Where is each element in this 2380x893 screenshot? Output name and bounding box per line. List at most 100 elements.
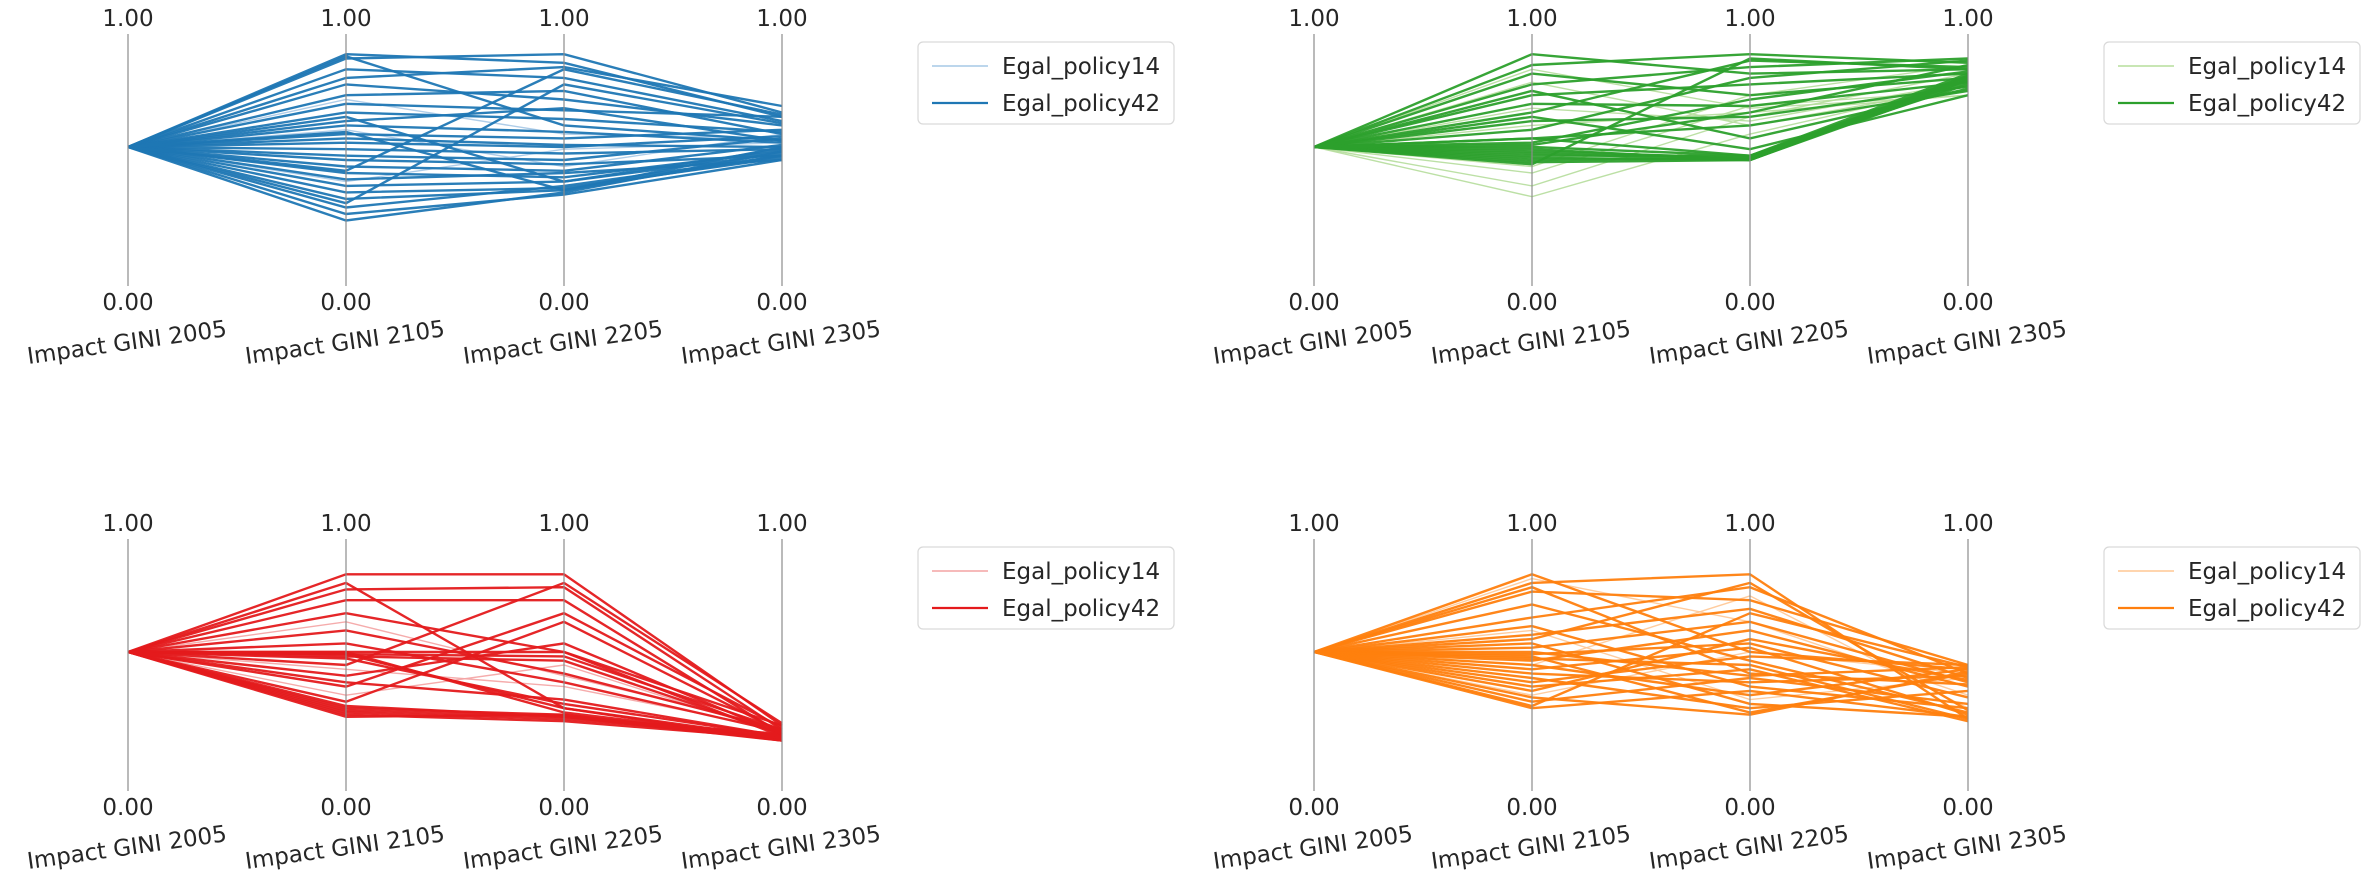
- line-dark-1-21: [1313, 637, 1969, 693]
- axis-max-label-2: 1.00: [1506, 6, 1557, 32]
- line-dark-1-7: [1313, 607, 1969, 680]
- axis-max-label-4: 1.00: [1942, 511, 1993, 537]
- line-dark-1-5: [1313, 585, 1969, 675]
- line-dark-1-4: [127, 65, 783, 149]
- line-dark-1-10: [127, 650, 783, 738]
- line-dark-1-18: [127, 611, 783, 729]
- axis-title-2: Impact GINI 2105: [244, 821, 447, 875]
- line-dark-1-1: [1313, 52, 1969, 149]
- line-dark-1-15: [127, 137, 783, 162]
- axis-title-3: Impact GINI 2205: [1648, 316, 1851, 370]
- axis-min-label-4: 0.00: [756, 795, 807, 821]
- axis-title-4: Impact GINI 2305: [1866, 821, 2069, 875]
- axis-max-label-4: 1.00: [1942, 6, 1993, 32]
- axis-title-1: Impact GINI 2005: [26, 316, 229, 370]
- axis-title-1: Impact GINI 2005: [1212, 821, 1415, 875]
- axis-min-label-4: 0.00: [1942, 290, 1993, 316]
- legend: Egal_policy14 Egal_policy42: [2103, 41, 2361, 125]
- axis-title-3: Impact GINI 2205: [1648, 821, 1851, 875]
- line-dark-1-27: [1313, 581, 1969, 712]
- line-dark-1-22: [127, 145, 783, 201]
- legend-label-1: Egal_policy14: [1002, 559, 1160, 585]
- axis-title-2: Impact GINI 2105: [244, 316, 447, 370]
- line-dark-1-18: [1313, 650, 1969, 710]
- axis-min-label-4: 0.00: [1942, 795, 1993, 821]
- line-dark-1-28: [127, 115, 783, 183]
- axis-max-label-3: 1.00: [538, 6, 589, 32]
- axis-max-label-1: 1.00: [102, 6, 153, 32]
- axis-min-label-4: 0.00: [756, 290, 807, 316]
- line-dark-1-26: [127, 55, 783, 149]
- line-dark-1-2: [1313, 52, 1969, 149]
- line-dark-1-20: [1313, 650, 1969, 723]
- axis-min-label-3: 0.00: [1724, 795, 1775, 821]
- line-dark-1-23: [1313, 94, 1969, 151]
- axis-title-4: Impact GINI 2305: [1866, 316, 2069, 370]
- line-dark-1-20: [127, 581, 783, 725]
- line-dark-1-22: [1313, 57, 1969, 166]
- axis-max-label-4: 1.00: [756, 511, 807, 537]
- line-dark-1-4: [1313, 603, 1969, 714]
- line-dark-1-6: [1313, 624, 1969, 710]
- line-dark-1-10: [127, 124, 783, 149]
- axis-min-label-2: 0.00: [320, 795, 371, 821]
- axis-max-label-4: 1.00: [756, 6, 807, 32]
- axis-title-2: Impact GINI 2105: [1430, 821, 1633, 875]
- line-dark-1-3: [127, 599, 783, 736]
- legend-label-2: Egal_policy42: [2188, 91, 2346, 117]
- line-dark-1-1: [127, 573, 783, 727]
- axis-max-label-3: 1.00: [538, 511, 589, 537]
- line-dark-1-26: [1313, 585, 1969, 686]
- axis-max-label-2: 1.00: [1506, 511, 1557, 537]
- series-lines: [1313, 573, 1969, 723]
- line-dark-1-9: [127, 106, 783, 149]
- axis-max-label-1: 1.00: [1288, 511, 1339, 537]
- axis-title-2: Impact GINI 2105: [1430, 316, 1633, 370]
- line-dark-1-25: [1313, 650, 1969, 718]
- axis-max-label-2: 1.00: [320, 6, 371, 32]
- line-dark-1-7: [127, 102, 783, 149]
- series-lines: [127, 573, 783, 742]
- axis-max-label-2: 1.00: [320, 511, 371, 537]
- line-dark-1-5: [1313, 72, 1969, 149]
- line-dark-1-8: [1313, 85, 1969, 149]
- axis-min-label-3: 0.00: [538, 290, 589, 316]
- line-dark-1-17: [127, 143, 783, 173]
- series-lines: [127, 52, 783, 222]
- line-dark-1-24: [1313, 87, 1969, 149]
- series-lines: [1313, 52, 1969, 198]
- legend-label-2: Egal_policy42: [2188, 596, 2346, 622]
- axis-title-4: Impact GINI 2305: [680, 821, 883, 875]
- line-dark-1-12: [127, 137, 783, 149]
- axis-min-label-3: 0.00: [538, 795, 589, 821]
- axis-max-label-3: 1.00: [1724, 511, 1775, 537]
- line-dark-1-22: [127, 629, 783, 731]
- axis-min-label-2: 0.00: [1506, 290, 1557, 316]
- axis-max-label-1: 1.00: [102, 511, 153, 537]
- line-dark-1-9: [1313, 59, 1969, 149]
- line-dark-1-30: [127, 130, 783, 192]
- line-dark-1-8: [1313, 642, 1969, 718]
- legend-label-2: Egal_policy42: [1002, 596, 1160, 622]
- line-dark-1-23: [127, 650, 783, 738]
- legend-label-1: Egal_policy14: [2188, 54, 2346, 80]
- line-dark-1-9: [1313, 620, 1969, 684]
- axis-min-label-3: 0.00: [1724, 290, 1775, 316]
- axis-min-label-1: 0.00: [1288, 290, 1339, 316]
- legend-label-1: Egal_policy14: [1002, 54, 1160, 80]
- line-dark-1-2: [127, 585, 783, 731]
- line-light-1-3: [1313, 90, 1969, 174]
- line-dark-1-23: [1313, 650, 1969, 706]
- line-dark-1-21: [1313, 63, 1969, 149]
- axis-title-3: Impact GINI 2205: [462, 821, 665, 875]
- line-dark-1-19: [127, 642, 783, 736]
- axis-title-4: Impact GINI 2305: [680, 316, 883, 370]
- axis-title-1: Impact GINI 2005: [1212, 316, 1415, 370]
- line-dark-1-15: [127, 650, 783, 736]
- legend: Egal_policy14 Egal_policy42: [2103, 546, 2361, 630]
- line-dark-1-14: [127, 145, 783, 155]
